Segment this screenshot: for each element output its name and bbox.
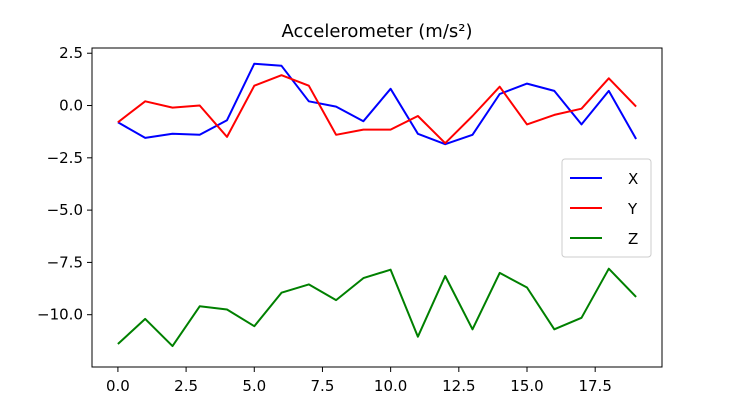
legend-label-y: Y: [627, 200, 638, 218]
y-tick-label: −10.0: [37, 306, 83, 324]
legend: XYZ: [561, 158, 652, 258]
x-tick-label: 12.5: [442, 377, 475, 395]
chart-title: Accelerometer (m/s²): [281, 21, 472, 42]
y-tick-label: 0.0: [59, 97, 83, 115]
legend-box: [561, 158, 652, 258]
legend-label-x: X: [628, 170, 638, 188]
series-line-z: [117, 267, 637, 348]
series-line-y: [117, 74, 637, 145]
x-tick-label: 17.5: [578, 377, 611, 395]
y-tick-label: 2.5: [59, 44, 83, 62]
x-tick-label: 15.0: [510, 377, 543, 395]
plot-frame: [91, 47, 663, 368]
x-tick-label: 7.5: [311, 377, 335, 395]
y-tick-label: −7.5: [47, 253, 83, 271]
x-tick-label: 5.0: [242, 377, 266, 395]
y-tick-label: −2.5: [47, 149, 83, 167]
legend-label-z: Z: [628, 230, 638, 248]
x-tick-label: 0.0: [106, 377, 130, 395]
plot-area: [117, 62, 637, 348]
x-tick-label: 10.0: [374, 377, 407, 395]
x-tick-label: 2.5: [174, 377, 198, 395]
series-line-x: [117, 62, 637, 146]
y-tick-label: −5.0: [47, 201, 83, 219]
